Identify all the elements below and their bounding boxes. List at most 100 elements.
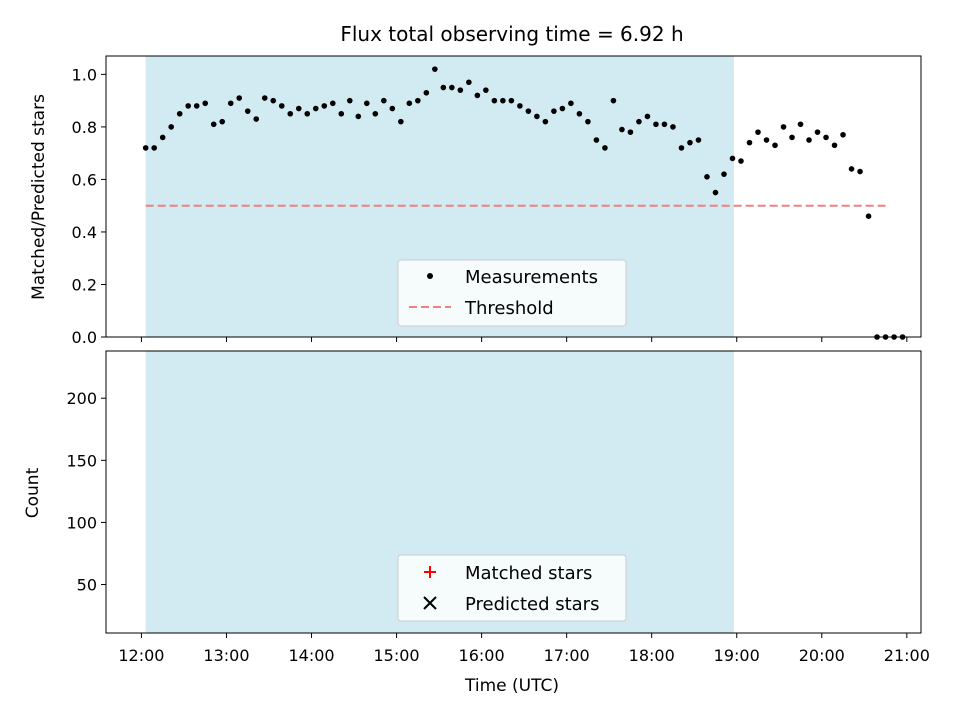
measurement-point xyxy=(661,121,668,128)
measurement-point xyxy=(321,103,328,109)
measurement-point xyxy=(440,84,447,91)
measurement-point xyxy=(542,118,549,125)
measurement-point xyxy=(593,137,600,143)
ratio-axes-frame xyxy=(105,55,922,338)
chart-title: Flux total observing time = 6.92 h xyxy=(340,22,683,46)
ratio-panel: 0.0 0.2 0.4 0.6 0.8 1.0 Matched/Predicted sta… xyxy=(29,55,922,347)
measurement-point xyxy=(848,166,855,172)
measurement-point xyxy=(508,97,515,104)
count-y-tick-label: 100 xyxy=(66,513,97,532)
count-x-tick-label: 18:00 xyxy=(629,646,675,665)
measurement-point xyxy=(840,131,846,138)
measurement-point xyxy=(806,137,812,143)
measurement-point xyxy=(338,110,345,117)
measurement-point xyxy=(449,84,455,91)
count-x-tick-label: 14:00 xyxy=(288,646,334,665)
measurement-point xyxy=(346,97,353,104)
measurement-point xyxy=(423,89,430,96)
measurement-point xyxy=(831,142,838,149)
measurement-point xyxy=(670,124,676,130)
measurement-point xyxy=(236,95,243,101)
ratio-y-tick-label: 0.8 xyxy=(72,118,97,137)
measurement-point xyxy=(704,174,710,180)
count-x-ticks: 12:00 13:00 14:00 15:00 16:00 17:00 18:00 19:00… xyxy=(118,633,930,665)
legend-predicted-marker xyxy=(423,596,437,610)
measurement-point xyxy=(755,129,761,135)
count-x-tick-label: 19:00 xyxy=(714,646,760,665)
count-x-tick-label: 21:00 xyxy=(884,646,930,665)
measurement-point xyxy=(244,108,251,114)
count-axes-frame xyxy=(105,350,922,634)
measurement-point xyxy=(168,124,174,130)
legend-matched-label: Matched stars xyxy=(465,563,592,584)
measurement-point xyxy=(389,105,396,112)
count-x-tick-label: 16:00 xyxy=(459,646,505,665)
ratio-x-ticks xyxy=(140,337,908,342)
measurement-point xyxy=(738,158,744,164)
measurement-point xyxy=(568,100,574,107)
measurement-point xyxy=(210,121,217,128)
measurement-point xyxy=(312,105,319,112)
ratio-y-tick-label: 0.6 xyxy=(72,170,97,189)
ratio-legend: Measurements Threshold xyxy=(397,259,627,327)
measurement-point xyxy=(193,103,200,109)
ratio-y-tick-label: 0.4 xyxy=(72,223,97,242)
measurement-point xyxy=(151,145,157,151)
ratio-y-tick-label: 1.0 xyxy=(72,65,97,84)
measurement-point xyxy=(432,66,438,72)
count-x-tick-label: 12:00 xyxy=(118,646,164,665)
measurement-point xyxy=(457,87,464,93)
measurement-point xyxy=(483,87,489,93)
measurement-points xyxy=(142,66,906,340)
measurement-point xyxy=(415,97,421,104)
measurement-point xyxy=(176,110,183,117)
measurement-point xyxy=(364,100,370,107)
measurement-point xyxy=(406,100,413,107)
count-y-tick-label: 50 xyxy=(77,576,97,595)
measurement-point xyxy=(780,124,787,130)
measurement-point xyxy=(270,97,277,104)
measurement-point xyxy=(687,139,693,146)
count-panel: 50 100 150 200 12:00 13:00 14:00 15:00 16:00 17:… xyxy=(23,350,930,696)
measurement-point xyxy=(857,168,863,175)
legend-predicted-label: Predicted stars xyxy=(465,594,599,615)
measurement-point xyxy=(227,100,234,107)
measurement-point xyxy=(278,103,285,109)
count-legend: Matched stars Predicted stars xyxy=(397,554,627,622)
measurement-point xyxy=(261,95,268,101)
measurement-point xyxy=(202,100,209,107)
measurement-point xyxy=(398,118,404,125)
measurement-point xyxy=(219,118,226,125)
measurement-point xyxy=(185,103,192,109)
count-x-tick-label: 20:00 xyxy=(799,646,845,665)
measurement-point xyxy=(355,113,362,120)
measurement-point xyxy=(287,110,294,117)
measurement-point xyxy=(534,113,540,120)
measurement-point xyxy=(142,145,149,151)
measurement-point xyxy=(474,92,481,99)
measurement-point xyxy=(729,155,736,162)
ratio-y-ticks: 0.0 0.2 0.4 0.6 0.8 1.0 xyxy=(72,65,106,347)
measurement-point xyxy=(329,100,336,107)
measurement-point xyxy=(304,110,311,117)
measurement-point xyxy=(525,108,532,114)
measurement-point xyxy=(627,129,634,135)
measurement-point xyxy=(814,129,821,135)
measurement-point xyxy=(466,79,472,86)
measurement-point xyxy=(295,105,302,112)
measurement-point xyxy=(585,118,591,125)
measurement-point xyxy=(746,139,753,146)
count-y-tick-label: 150 xyxy=(66,451,97,470)
ratio-y-tick-label: 0.2 xyxy=(72,275,97,294)
measurement-point xyxy=(602,145,608,151)
measurement-point xyxy=(159,134,166,141)
measurement-point xyxy=(712,189,719,196)
measurement-point xyxy=(372,110,379,117)
measurement-point xyxy=(253,116,260,122)
measurement-point xyxy=(695,137,702,143)
legend-matched-marker xyxy=(424,566,436,578)
ratio-y-label: Matched/Predicted stars xyxy=(29,94,49,300)
count-x-tick-label: 13:00 xyxy=(203,646,249,665)
measurement-point xyxy=(500,97,506,104)
measurement-point xyxy=(551,108,557,114)
